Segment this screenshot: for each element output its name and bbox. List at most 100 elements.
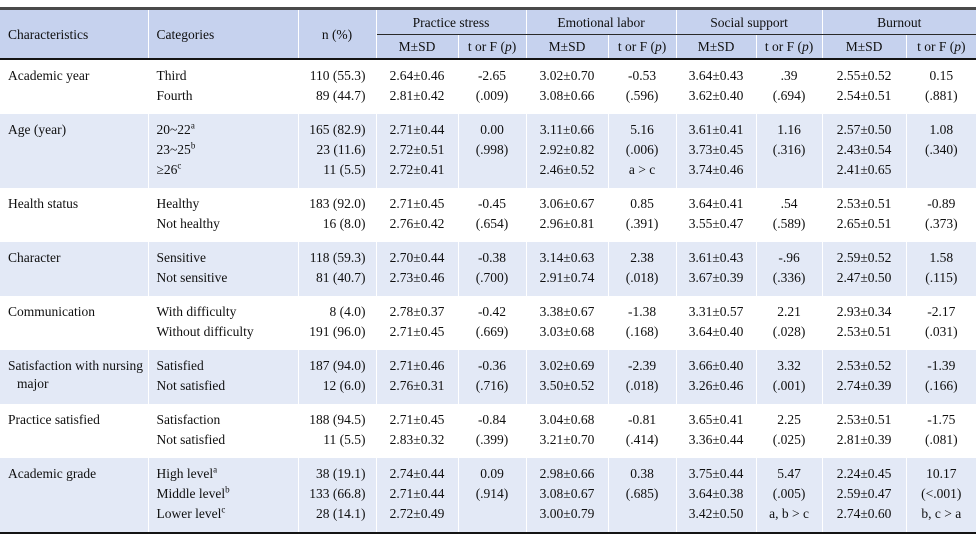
emotional-labor-msd-cell: 2.91±0.74 — [526, 268, 609, 296]
burnout-tf-cell: -2.17 — [906, 296, 976, 322]
burnout-tf-cell: (.115) — [906, 268, 976, 296]
burnout-tf-cell: (.031) — [906, 322, 976, 350]
practice-stress-tf-cell: (.009) — [458, 86, 527, 114]
social-support-tf-cell: (.336) — [756, 268, 823, 296]
category-cell: Not satisfied — [148, 376, 299, 404]
category-superscript: b — [190, 140, 196, 151]
social-support-tf-cell: -.96 — [756, 242, 823, 268]
burnout-tf-cell: b, c > a — [906, 504, 976, 533]
category-cell: Healthy — [148, 188, 299, 214]
emotional-labor-msd-cell: 3.02±0.69 — [526, 350, 609, 376]
emotional-labor-msd-cell: 3.11±0.66 — [526, 114, 609, 140]
practice-stress-msd-cell: 2.71±0.45 — [376, 404, 459, 430]
social-support-msd-cell: 3.26±0.46 — [676, 376, 757, 404]
practice-stress-msd-cell: 2.72±0.49 — [376, 504, 459, 533]
table-row: 23~25b 23 (11.6) 2.72±0.51 (.998) 2.92±0.82(… — [0, 140, 976, 160]
social-support-tf-cell: a, b > c — [756, 504, 823, 533]
emotional-labor-tf-cell: (.685) — [608, 484, 677, 504]
burnout-tf-cell: (.340) — [906, 140, 976, 160]
burnout-msd-cell: 2.55±0.52 — [822, 59, 907, 86]
burnout-msd-cell: 2.53±0.52 — [822, 350, 907, 376]
burnout-msd-cell: 2.74±0.60 — [822, 504, 907, 533]
emotional-labor-msd-cell: 3.50±0.52 — [526, 376, 609, 404]
emotional-labor-msd-cell: 3.14±0.63 — [526, 242, 609, 268]
tf-label-suffix: ) — [808, 39, 814, 54]
burnout-msd-cell: 2.53±0.51 — [822, 322, 907, 350]
table-row: Middle levelb 133 (66.8) 2.71±0.44 (.914) 3.… — [0, 484, 976, 504]
n-cell: 28 (14.1) — [298, 504, 377, 533]
tf-label-prefix: t or F ( — [917, 39, 955, 54]
burnout-tf-cell: -1.75 — [906, 404, 976, 430]
category-cell: With difficulty — [148, 296, 299, 322]
practice-stress-msd-cell: 2.74±0.44 — [376, 458, 459, 484]
n-cell: 110 (55.3) — [298, 59, 377, 86]
burnout-msd-cell: 2.74±0.39 — [822, 376, 907, 404]
emotional-labor-tf-cell: (.596) — [608, 86, 677, 114]
header-msd: M±SD — [526, 34, 609, 59]
emotional-labor-tf-cell: -2.39 — [608, 350, 677, 376]
burnout-tf-cell: 0.15 — [906, 59, 976, 86]
social-support-tf-cell: (.589) — [756, 214, 823, 242]
tf-label-p: p — [954, 39, 961, 54]
header-row-groups: Characteristics Categories n (%) Practic… — [0, 10, 976, 59]
category-cell: High levela — [148, 458, 299, 484]
social-support-tf-cell: 2.21 — [756, 296, 823, 322]
table-row: Practice satisfied Satisfaction 188 (94.5)… — [0, 404, 976, 458]
table-row: Without difficulty 191 (96.0) 2.71±0.45 (.6… — [0, 322, 976, 350]
characteristic-cell: Satisfaction with nursing major — [0, 350, 149, 404]
social-support-msd-cell: 3.64±0.41 — [676, 188, 757, 214]
social-support-msd-cell: 3.64±0.40 — [676, 322, 757, 350]
header-row-subcolumns: M±SD t or F (p) M±SD t or F (p) M±SD t o… — [0, 34, 976, 59]
practice-stress-tf-cell: -0.45 — [458, 188, 527, 214]
category-cell: Sensitive — [148, 242, 299, 268]
category-cell: Not sensitive — [148, 268, 299, 296]
burnout-msd-cell: 2.54±0.51 — [822, 86, 907, 114]
social-support-msd-cell: 3.64±0.38 — [676, 484, 757, 504]
tf-label-prefix: t or F ( — [764, 39, 802, 54]
category-cell: Third — [148, 59, 299, 86]
social-support-tf-cell: (.694) — [756, 86, 823, 114]
emotional-labor-msd-cell: 3.21±0.70 — [526, 430, 609, 458]
social-support-msd-cell: 3.64±0.43 — [676, 59, 757, 86]
category-superscript: a — [190, 120, 195, 131]
emotional-labor-tf-cell: 0.85 — [608, 188, 677, 214]
header-characteristics: Characteristics — [0, 10, 149, 59]
burnout-msd-cell: 2.47±0.50 — [822, 268, 907, 296]
category-superscript: c — [221, 504, 226, 515]
practice-stress-msd-cell: 2.73±0.46 — [376, 268, 459, 296]
tf-label-p: p — [504, 39, 512, 54]
category-cell: Without difficulty — [148, 322, 299, 350]
social-support-msd-cell: 3.73±0.45 — [676, 140, 757, 160]
characteristic-cell: Academic year — [0, 59, 149, 114]
characteristic-cell: Communication — [0, 296, 149, 350]
category-superscript: c — [177, 160, 182, 171]
emotional-labor-msd-cell: 3.06±0.67 — [526, 188, 609, 214]
social-support-msd-cell: 3.61±0.41 — [676, 114, 757, 140]
social-support-msd-cell: 3.36±0.44 — [676, 430, 757, 458]
burnout-tf-cell: 1.08 — [906, 114, 976, 140]
emotional-labor-tf-cell: 0.38 — [608, 458, 677, 484]
n-cell: 12 (6.0) — [298, 376, 377, 404]
header-t-or-f: t or F (p) — [458, 34, 527, 59]
table-row: Age (year) 20~22a 165 (82.9) 2.71±0.44 0.00 3… — [0, 114, 976, 188]
practice-stress-msd-cell: 2.81±0.42 — [376, 86, 459, 114]
header-social-support: Social support — [676, 10, 823, 35]
table-row: Not satisfied 11 (5.5) 2.83±0.32 (.399) 3.21… — [0, 430, 976, 458]
practice-stress-tf-cell: 0.09 — [458, 458, 527, 484]
practice-stress-tf-cell: (.654) — [458, 214, 527, 242]
social-support-tf-cell: (.005) — [756, 484, 823, 504]
practice-stress-msd-cell: 2.71±0.46 — [376, 350, 459, 376]
practice-stress-msd-cell: 2.72±0.41 — [376, 160, 459, 188]
emotional-labor-tf-cell: 5.16 — [608, 114, 677, 140]
burnout-msd-cell: 2.65±0.51 — [822, 214, 907, 242]
social-support-msd-cell: 3.67±0.39 — [676, 268, 757, 296]
table-row: Lower levelc 28 (14.1) 2.72±0.49 3.00±0.79 3… — [0, 504, 976, 533]
burnout-msd-cell: 2.53±0.51 — [822, 188, 907, 214]
header-emotional-labor: Emotional labor — [526, 10, 677, 35]
burnout-tf-cell: (.373) — [906, 214, 976, 242]
category-cell: Middle levelb — [148, 484, 299, 504]
header-categories: Categories — [148, 10, 299, 59]
emotional-labor-msd-cell: 3.03±0.68 — [526, 322, 609, 350]
table-row: ≥26c 11 (5.5) 2.72±0.41 2.46±0.52 a > c 3.74±… — [0, 160, 976, 188]
n-cell: 23 (11.6) — [298, 140, 377, 160]
